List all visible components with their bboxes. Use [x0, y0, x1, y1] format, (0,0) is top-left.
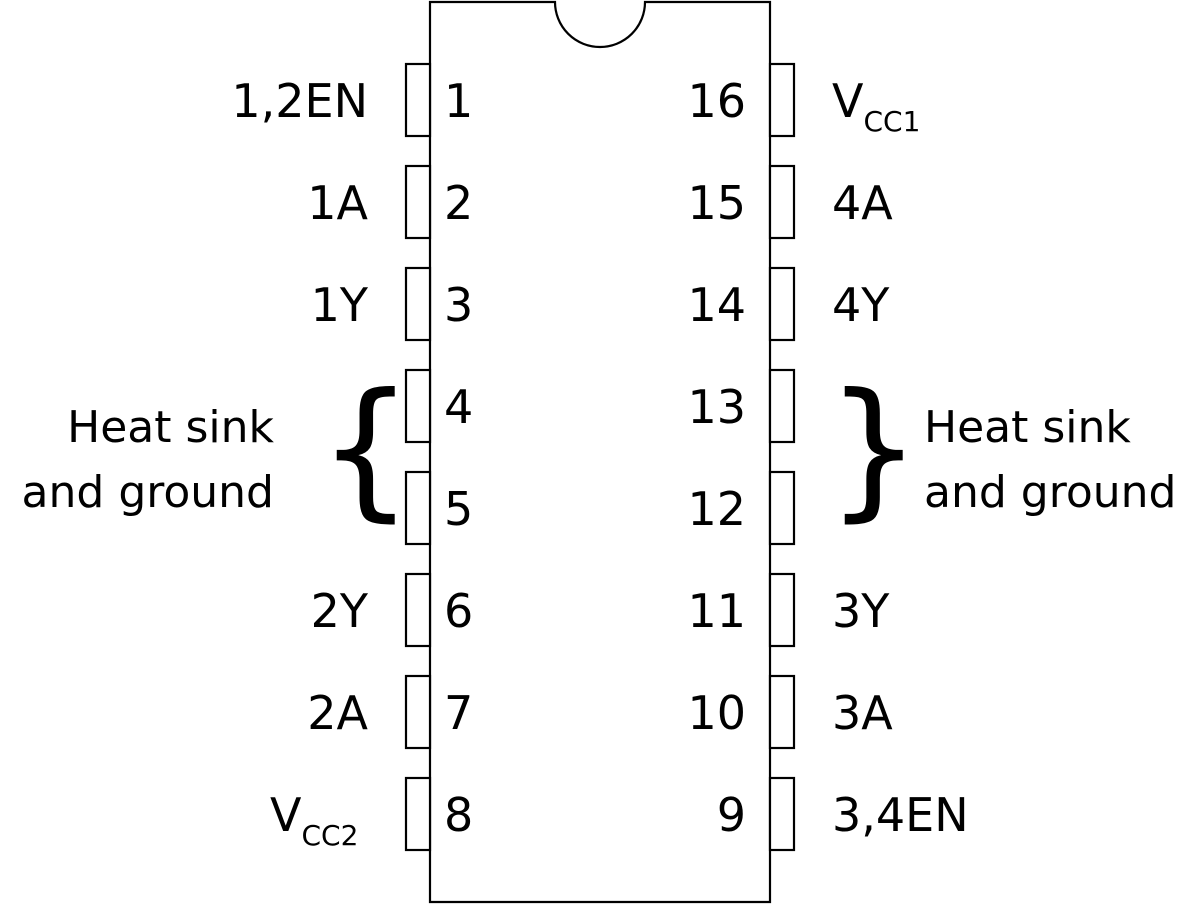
pin-6 [404, 572, 432, 648]
pin-label-vcc1: VCC1 [832, 74, 920, 138]
pin-16 [768, 62, 796, 138]
pin-13 [768, 368, 796, 444]
pin-label: 1Y [311, 278, 369, 332]
pin-label: 1,2EN [231, 74, 368, 128]
vcc1-sub: CC1 [863, 105, 920, 138]
pin-number: 16 [687, 74, 746, 128]
pin-number: 1 [444, 74, 473, 128]
pin-8 [404, 776, 432, 852]
pin-number: 14 [687, 278, 746, 332]
vcc2-sub: CC2 [301, 819, 358, 852]
pin-number: 15 [687, 176, 746, 230]
pin-4 [404, 368, 432, 444]
pin-5 [404, 470, 432, 546]
vcc1-main: V [832, 74, 864, 128]
pin-number: 2 [444, 176, 473, 230]
pin-label: 3Y [832, 584, 890, 638]
pin-number: 7 [444, 686, 473, 740]
pin-number: 11 [687, 584, 746, 638]
vcc2-main: V [270, 788, 302, 842]
pin-number: 12 [687, 482, 746, 536]
pin-number: 5 [444, 482, 473, 536]
pin-label: 2A [307, 686, 368, 740]
pin-label: 1A [307, 176, 368, 230]
pin-15 [768, 164, 796, 240]
pin-7 [404, 674, 432, 750]
heat-sink-right-line2: and ground [924, 467, 1176, 518]
pin-label: 3A [832, 686, 893, 740]
pin-12 [768, 470, 796, 546]
pin-2 [404, 164, 432, 240]
heat-sink-left-brace: { [318, 362, 413, 536]
pin-3 [404, 266, 432, 342]
chip-body [428, 0, 772, 904]
pin-label: 2Y [311, 584, 369, 638]
pin-number: 10 [687, 686, 746, 740]
heat-sink-left-line2: and ground [22, 467, 274, 518]
pin-number: 4 [444, 380, 473, 434]
heat-sink-left-line1: Heat sink [67, 402, 274, 453]
pin-number: 8 [444, 788, 473, 842]
heat-sink-right-line1: Heat sink [924, 402, 1131, 453]
pin-10 [768, 674, 796, 750]
pin-number: 3 [444, 278, 473, 332]
pin-1 [404, 62, 432, 138]
pin-label: 3,4EN [832, 788, 969, 842]
heat-sink-right-brace: } [826, 362, 921, 536]
pin-9 [768, 776, 796, 852]
pin-14 [768, 266, 796, 342]
pin-label: 4Y [832, 278, 890, 332]
pin-number: 13 [687, 380, 746, 434]
pin-number: 6 [444, 584, 473, 638]
pin-label: 4A [832, 176, 893, 230]
pin-label-vcc2: VCC2 [270, 788, 358, 852]
pin-11 [768, 572, 796, 648]
pin-number: 9 [717, 788, 746, 842]
